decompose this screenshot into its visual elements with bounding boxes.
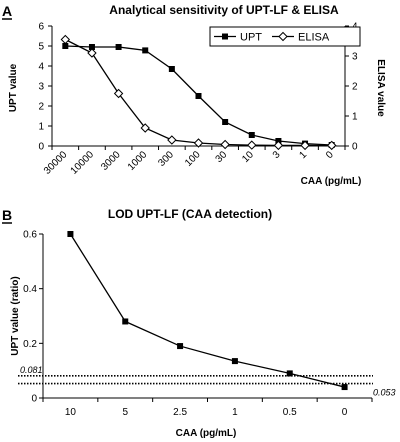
legend-elisa-marker bbox=[278, 31, 288, 42]
upt-point bbox=[115, 44, 122, 50]
y-tick-label: 6 bbox=[38, 22, 44, 33]
panel-a: A Analytical sensitivity of UPT-LF & ELI… bbox=[2, 3, 386, 187]
elisa-point bbox=[300, 140, 310, 151]
data-point bbox=[122, 318, 129, 325]
y-tick-label: 3 bbox=[38, 82, 44, 93]
upt-point bbox=[248, 132, 255, 138]
data-point bbox=[67, 231, 74, 237]
threshold-label: 0.053 bbox=[373, 388, 396, 398]
elisa-point bbox=[60, 34, 71, 45]
panel-b-x-axis-label: CAA (pg/mL) bbox=[176, 428, 237, 439]
x-tick-label: 0.5 bbox=[283, 407, 297, 418]
x-tick-label: 0 bbox=[324, 149, 336, 161]
legend-upt-label: UPT bbox=[240, 32, 262, 44]
panel-b-label: B bbox=[2, 207, 12, 223]
y-tick-label: 0 bbox=[31, 394, 37, 405]
elisa-point bbox=[326, 140, 337, 151]
x-tick-label: 5 bbox=[122, 407, 128, 418]
data-point bbox=[341, 384, 348, 391]
y-tick-label: 5 bbox=[38, 42, 44, 53]
upt-point bbox=[222, 119, 229, 125]
elisa-point bbox=[247, 140, 257, 150]
y2-tick-label: 3 bbox=[352, 52, 358, 63]
panel-a-legend: UPT ELISA bbox=[209, 26, 361, 47]
legend-elisa-label: ELISA bbox=[298, 32, 330, 44]
y-tick-label: 2 bbox=[38, 102, 44, 113]
panel-b: B LOD UPT-LF (CAA detection) UPT value (… bbox=[2, 207, 396, 439]
x-tick-label: 10 bbox=[240, 149, 256, 165]
y-tick-label: 4 bbox=[38, 62, 44, 73]
upt-point bbox=[195, 93, 202, 99]
x-tick-label: 1000 bbox=[126, 149, 150, 173]
x-tick-label: 10000 bbox=[69, 149, 97, 177]
x-tick-label: 3000 bbox=[99, 149, 123, 173]
elisa-point bbox=[140, 123, 150, 133]
y2-tick-label: 2 bbox=[352, 82, 358, 93]
elisa-point bbox=[220, 139, 230, 150]
threshold-label: 0.081 bbox=[20, 365, 43, 375]
elisa-point bbox=[113, 88, 124, 99]
elisa-point bbox=[193, 138, 204, 148]
panel-b-title: LOD UPT-LF (CAA detection) bbox=[108, 207, 272, 221]
data-point bbox=[231, 358, 238, 365]
panel-a-x-axis-label: CAA (pg/mL) bbox=[301, 176, 362, 187]
elisa-point bbox=[167, 135, 177, 145]
elisa-point bbox=[87, 48, 97, 58]
panel-a-y-axis-label: UPT value bbox=[8, 63, 19, 112]
x-tick-label: 30 bbox=[214, 149, 230, 165]
legend-upt-marker bbox=[222, 33, 228, 40]
upt-point bbox=[142, 47, 149, 54]
x-tick-label: 100 bbox=[183, 149, 203, 169]
x-tick-label: 2.5 bbox=[173, 407, 187, 418]
y2-tick-label: 0 bbox=[352, 142, 358, 153]
panel-a-y2-axis-label: ELISA value bbox=[375, 59, 386, 117]
x-tick-label: 3 bbox=[271, 149, 283, 161]
panel-a-label: A bbox=[2, 3, 12, 19]
upt-point bbox=[168, 66, 175, 72]
x-tick-label: 300 bbox=[156, 149, 176, 169]
x-tick-label: 30000 bbox=[42, 149, 70, 177]
x-tick-label: 1 bbox=[297, 149, 309, 161]
upt-point bbox=[62, 43, 69, 49]
panel-a-title: Analytical sensitivity of UPT-LF & ELISA bbox=[109, 3, 339, 17]
x-tick-label: 1 bbox=[232, 407, 238, 418]
y-tick-label: 0.2 bbox=[23, 339, 37, 350]
data-point bbox=[177, 343, 184, 350]
data-point bbox=[286, 370, 293, 377]
panel-b-axes: 0 0.2 0.4 0.6 10 5 2.5 1 0.5 0 bbox=[23, 230, 373, 418]
y-tick-label: 0 bbox=[38, 142, 44, 153]
y-tick-label: 0.6 bbox=[23, 230, 37, 241]
y-tick-label: 1 bbox=[38, 122, 44, 133]
panel-a-series bbox=[60, 34, 337, 151]
series-line bbox=[69, 233, 345, 388]
upt-point bbox=[88, 44, 95, 50]
elisa-point bbox=[273, 140, 284, 151]
panel-b-series bbox=[67, 231, 348, 391]
x-tick-label: 0 bbox=[342, 407, 348, 418]
y-tick-label: 0.4 bbox=[23, 284, 37, 295]
series-elisa-line bbox=[65, 38, 332, 147]
y2-tick-label: 1 bbox=[352, 112, 358, 123]
x-tick-label: 10 bbox=[65, 407, 77, 418]
panel-b-y-axis-label: UPT value (ratio) bbox=[10, 276, 21, 355]
panel-b-thresholds: 0.081 0.053 bbox=[18, 365, 396, 398]
